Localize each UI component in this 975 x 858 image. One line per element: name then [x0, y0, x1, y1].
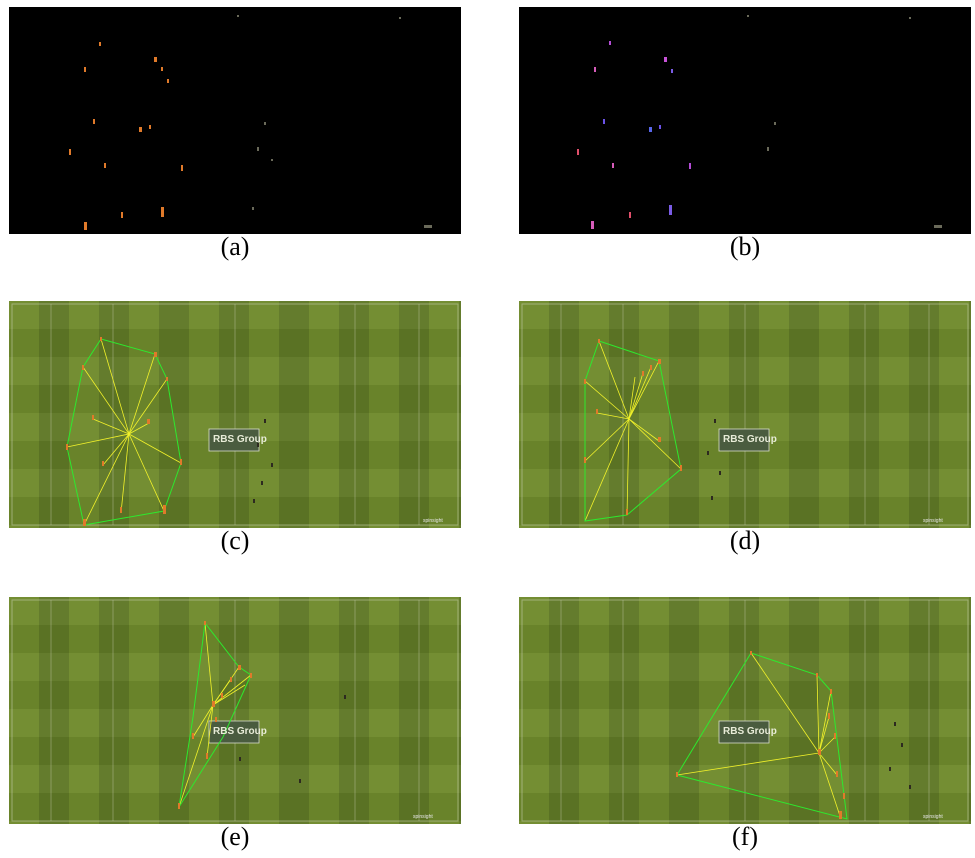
logo-text-e: RBS Group	[213, 726, 267, 737]
spokes-c	[66, 338, 182, 526]
field-c-svg	[9, 301, 461, 528]
brand-watermark-e: spinsight	[413, 814, 433, 820]
logo-board	[208, 428, 260, 452]
caption-c: (c)	[220, 526, 250, 555]
panel-f-field-image: spinsight RBS Group	[519, 597, 971, 824]
logo-text-d: RBS Group	[723, 434, 777, 445]
spokes-d	[584, 340, 682, 522]
mask-a-svg	[9, 7, 461, 234]
players-c	[66, 337, 182, 526]
brand-watermark-f: spinsight	[923, 814, 943, 820]
mask-b-noise	[747, 15, 942, 228]
caption-d: (d)	[729, 526, 761, 555]
mask-b-svg	[519, 7, 971, 234]
logo-text-c: RBS Group	[213, 434, 267, 445]
field-f-svg	[519, 597, 971, 824]
field-e-svg	[9, 597, 461, 824]
caption-f: (f)	[732, 822, 758, 851]
brand-watermark-c: spinsight	[423, 518, 443, 524]
caption-e: (e)	[220, 822, 250, 851]
mask-b-blobs	[577, 41, 691, 229]
logo-text-f: RBS Group	[723, 726, 777, 737]
panel-e-field-image: spinsight RBS Group	[9, 597, 461, 824]
panel-a-mask-image	[9, 7, 461, 234]
mask-a-noise	[237, 15, 432, 228]
panel-d-field-image: spinsight RBS Group	[519, 301, 971, 528]
field-d-svg	[519, 301, 971, 528]
mask-a-blobs	[69, 42, 183, 230]
panel-b-mask-image	[519, 7, 971, 234]
caption-b: (b)	[729, 232, 761, 261]
spokes-e	[178, 622, 252, 808]
spokes-f	[676, 652, 842, 820]
brand-watermark-d: spinsight	[923, 518, 943, 524]
opponents-c	[253, 419, 273, 503]
caption-a: (a)	[220, 232, 250, 261]
panel-c-field-image: spinsight RBS Group	[9, 301, 461, 528]
